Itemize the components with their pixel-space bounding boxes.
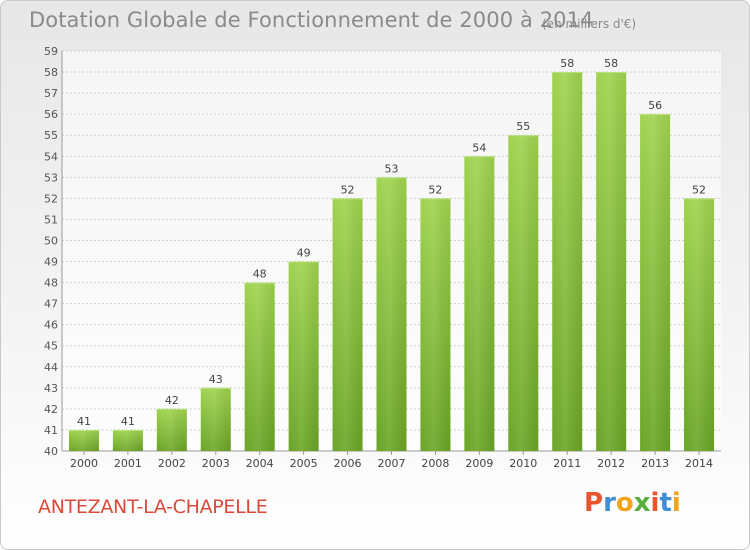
data-label: 58: [560, 57, 574, 70]
data-label: 58: [604, 57, 618, 70]
data-label: 41: [121, 415, 135, 428]
x-tick-label: 2012: [597, 457, 625, 470]
logo-letter: o: [615, 488, 634, 518]
y-tick-label: 54: [44, 150, 58, 163]
bar-shine: [508, 135, 539, 452]
x-tick-label: 2005: [290, 457, 318, 470]
data-label: 52: [341, 183, 355, 196]
data-label: 43: [209, 373, 223, 386]
data-label: 49: [297, 247, 311, 260]
bar-shine: [552, 72, 583, 451]
x-tick-label: 2003: [202, 457, 230, 470]
y-tick-label: 58: [44, 66, 58, 79]
bar-shine: [200, 387, 231, 451]
y-tick-label: 55: [44, 129, 58, 142]
y-tick-label: 41: [44, 424, 58, 437]
data-label: 52: [692, 183, 706, 196]
data-label: 42: [165, 394, 179, 407]
data-label: 55: [516, 120, 530, 133]
bar-shine: [68, 429, 99, 451]
x-tick-label: 2002: [158, 457, 186, 470]
logo-letter: t: [659, 488, 672, 518]
data-label: 53: [385, 162, 399, 175]
x-tick-label: 2013: [641, 457, 669, 470]
y-tick-label: 59: [44, 45, 58, 58]
x-tick-label: 2014: [685, 457, 713, 470]
x-tick-label: 2000: [70, 457, 98, 470]
bar-shine: [244, 282, 275, 451]
x-tick-label: 2001: [114, 457, 142, 470]
y-tick-label: 52: [44, 192, 58, 205]
x-tick-label: 2008: [421, 457, 449, 470]
y-tick-label: 44: [44, 361, 58, 374]
logo-letter: i: [671, 488, 681, 518]
x-tick-label: 2007: [378, 457, 406, 470]
x-tick-label: 2009: [465, 457, 493, 470]
bar-shine: [684, 198, 715, 451]
logo-letter: x: [633, 488, 651, 518]
bar-shine: [640, 114, 671, 451]
bar-shine: [156, 408, 187, 451]
y-tick-label: 40: [44, 445, 58, 458]
data-label: 52: [428, 183, 442, 196]
chart-title: Dotation Globale de Fonctionnement de 20…: [29, 8, 594, 32]
y-tick-label: 57: [44, 87, 58, 100]
bar-shine: [420, 198, 451, 451]
data-label: 56: [648, 99, 662, 112]
x-tick-label: 2010: [509, 457, 537, 470]
y-tick-label: 48: [44, 277, 58, 290]
x-tick-label: 2006: [334, 457, 362, 470]
data-label: 54: [472, 141, 486, 154]
unit-note: (en milliers d'€): [542, 17, 637, 31]
bar-shine: [464, 156, 495, 451]
x-tick-label: 2011: [553, 457, 581, 470]
y-tick-label: 53: [44, 171, 58, 184]
y-tick-label: 56: [44, 108, 58, 121]
bar-shine: [112, 429, 143, 451]
city-name: ANTEZANT-LA-CHAPELLE: [38, 496, 268, 518]
y-tick-label: 43: [44, 382, 58, 395]
y-tick-label: 50: [44, 234, 58, 247]
proxiti-logo: Proxiti: [584, 488, 681, 518]
bar-shine: [596, 72, 627, 451]
y-tick-label: 47: [44, 298, 58, 311]
logo-letter: P: [584, 488, 604, 518]
y-tick-label: 51: [44, 213, 58, 226]
logo-letter: i: [650, 488, 660, 518]
bar-shine: [376, 177, 407, 451]
y-tick-label: 49: [44, 256, 58, 269]
y-tick-label: 46: [44, 319, 58, 332]
bar-shine: [288, 261, 319, 451]
data-label: 48: [253, 268, 267, 281]
x-tick-label: 2004: [246, 457, 274, 470]
y-tick-label: 45: [44, 340, 58, 353]
logo-letter: r: [603, 488, 616, 518]
data-label: 41: [77, 415, 91, 428]
y-tick-label: 42: [44, 403, 58, 416]
bar-shine: [332, 198, 363, 451]
